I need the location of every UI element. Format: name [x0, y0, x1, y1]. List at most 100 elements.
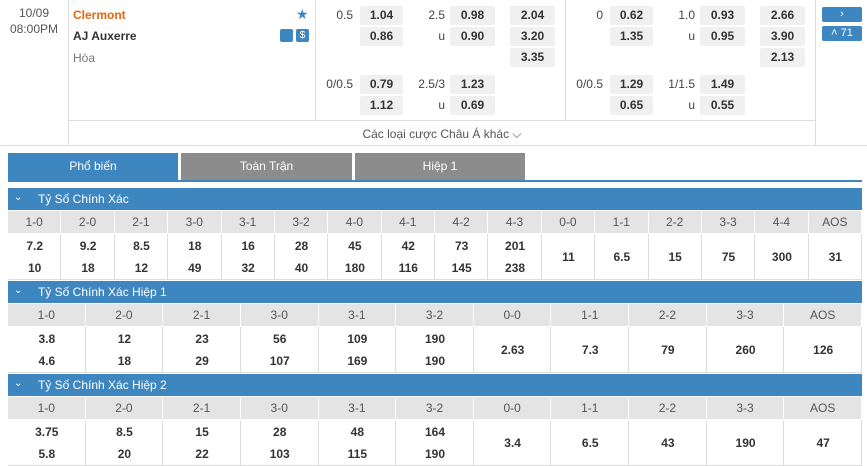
- score-odds[interactable]: 4.6: [38, 354, 56, 368]
- score-odds[interactable]: 201: [505, 239, 526, 253]
- section-header[interactable]: Tỷ Số Chính Xác Hiệp 2: [8, 374, 862, 396]
- score-odds[interactable]: 126: [813, 343, 834, 357]
- odds-value[interactable]: 0.65: [610, 96, 653, 115]
- score-odds[interactable]: 107: [269, 354, 290, 368]
- score-odds[interactable]: 5.8: [38, 447, 56, 461]
- score-odds[interactable]: 42: [401, 239, 415, 253]
- score-odds[interactable]: 28: [294, 239, 309, 253]
- score-odds[interactable]: 15: [195, 425, 209, 439]
- score-odds[interactable]: 11: [562, 250, 575, 264]
- score-odds[interactable]: 3.75: [35, 425, 59, 439]
- score-odds[interactable]: 109: [347, 332, 368, 346]
- odds-value[interactable]: 0.55: [700, 96, 745, 115]
- stats-icon[interactable]: [280, 29, 293, 42]
- section-header[interactable]: Tỷ Số Chính Xác Hiệp 1: [8, 281, 862, 303]
- next-button[interactable]: ›: [822, 7, 862, 22]
- odds-value[interactable]: 3.20: [510, 27, 555, 46]
- odds-value[interactable]: 0.90: [450, 27, 495, 46]
- more-odds[interactable]: Các loại cược Châu Á khác ⌵: [362, 127, 522, 141]
- score-odds[interactable]: 7.2: [26, 239, 44, 253]
- odds-value[interactable]: 0.93: [700, 6, 745, 25]
- score-odds[interactable]: 103: [269, 447, 290, 461]
- score-odds[interactable]: 12: [134, 261, 149, 275]
- score-odds[interactable]: 16: [241, 239, 255, 253]
- score-odds[interactable]: 22: [195, 447, 209, 461]
- odds-value[interactable]: 1.12: [360, 96, 403, 115]
- score-odds[interactable]: 115: [347, 447, 368, 461]
- score-odds[interactable]: 31: [828, 250, 842, 264]
- score-odds[interactable]: 2.63: [500, 343, 525, 357]
- score-odds[interactable]: 23: [195, 332, 209, 346]
- odds-value[interactable]: 2.04: [510, 6, 555, 25]
- odds-value[interactable]: 1.49: [700, 75, 745, 94]
- score-odds[interactable]: 164: [424, 425, 445, 439]
- score-odds[interactable]: 73: [455, 239, 469, 253]
- score-odds[interactable]: 15: [668, 250, 682, 264]
- odds-value[interactable]: 0.86: [360, 27, 403, 46]
- score-odds[interactable]: 10: [28, 261, 42, 275]
- odds-value[interactable]: 0.69: [450, 96, 495, 115]
- score-label: 2-2: [629, 397, 707, 419]
- handicap-label: 0/0.5: [576, 77, 603, 91]
- score-odds[interactable]: 49: [188, 261, 202, 275]
- odds-value[interactable]: 1.04: [360, 6, 403, 25]
- favorite-star[interactable]: ★: [296, 6, 309, 22]
- score-odds[interactable]: 3.4: [504, 436, 521, 450]
- score-odds[interactable]: 12: [117, 332, 132, 346]
- section-header[interactable]: Tỷ Số Chính Xác: [8, 188, 862, 210]
- score-odds[interactable]: 8.5: [116, 425, 133, 439]
- tab[interactable]: Toàn Trận: [181, 153, 352, 180]
- score-odds[interactable]: 75: [721, 250, 736, 264]
- score-odds[interactable]: 238: [505, 261, 526, 275]
- odds-value[interactable]: 3.90: [760, 27, 805, 46]
- score-odds[interactable]: 6.5: [613, 250, 631, 264]
- score-odds[interactable]: 260: [735, 343, 756, 357]
- score-odds[interactable]: 47: [816, 436, 830, 450]
- tab[interactable]: Phổ biến: [8, 153, 178, 180]
- score-odds[interactable]: 18: [81, 261, 95, 275]
- score-odds[interactable]: 29: [195, 354, 209, 368]
- away-team[interactable]: AJ Auxerre: [73, 29, 137, 43]
- score-odds[interactable]: 79: [661, 343, 675, 357]
- tab[interactable]: Hiệp 1: [355, 153, 525, 180]
- odds-value[interactable]: 0.98: [450, 6, 495, 25]
- odds-icon[interactable]: $: [296, 29, 309, 42]
- odds-value[interactable]: 1.35: [610, 27, 653, 46]
- score-odds[interactable]: 45: [348, 239, 362, 253]
- score-odds[interactable]: 8.5: [133, 239, 150, 253]
- odds-value[interactable]: 3.35: [510, 48, 555, 67]
- score-odds[interactable]: 56: [273, 332, 287, 346]
- score-odds[interactable]: 145: [451, 261, 472, 275]
- odds-value[interactable]: 0.79: [360, 75, 403, 94]
- score-odds[interactable]: 40: [294, 261, 309, 275]
- score-odds[interactable]: 18: [117, 354, 132, 368]
- score-odds[interactable]: 169: [347, 354, 368, 368]
- score-odds[interactable]: 48: [350, 425, 365, 439]
- handicap-label: u: [688, 29, 695, 43]
- score-odds[interactable]: 7.3: [581, 343, 599, 357]
- score-odds[interactable]: 28: [273, 425, 287, 439]
- score-odds[interactable]: 18: [188, 239, 202, 253]
- score-odds[interactable]: 32: [241, 261, 255, 275]
- score-odds[interactable]: 190: [424, 332, 445, 346]
- score-odds[interactable]: 3.8: [38, 332, 56, 346]
- odds-value[interactable]: 1.29: [610, 75, 653, 94]
- odds-value[interactable]: 2.66: [760, 6, 805, 25]
- more-button[interactable]: ˄ 71: [822, 26, 862, 41]
- odds-value[interactable]: 0.95: [700, 27, 745, 46]
- score-odds[interactable]: 116: [398, 261, 418, 275]
- score-odds[interactable]: 190: [735, 436, 756, 450]
- score-odds[interactable]: 9.2: [79, 239, 97, 253]
- score-odds[interactable]: 300: [771, 250, 792, 264]
- score-odds[interactable]: 20: [117, 447, 132, 461]
- odds-value[interactable]: 0.62: [610, 6, 653, 25]
- odds-value[interactable]: 1.23: [450, 75, 495, 94]
- score-label: 3-0: [240, 304, 319, 326]
- score-odds[interactable]: 180: [344, 261, 365, 275]
- odds-value[interactable]: 2.13: [760, 48, 805, 67]
- score-odds[interactable]: 6.5: [581, 436, 599, 450]
- score-odds[interactable]: 43: [661, 436, 675, 450]
- score-odds[interactable]: 190: [424, 447, 445, 461]
- home-team[interactable]: Clermont: [73, 8, 126, 22]
- score-odds[interactable]: 190: [424, 354, 445, 368]
